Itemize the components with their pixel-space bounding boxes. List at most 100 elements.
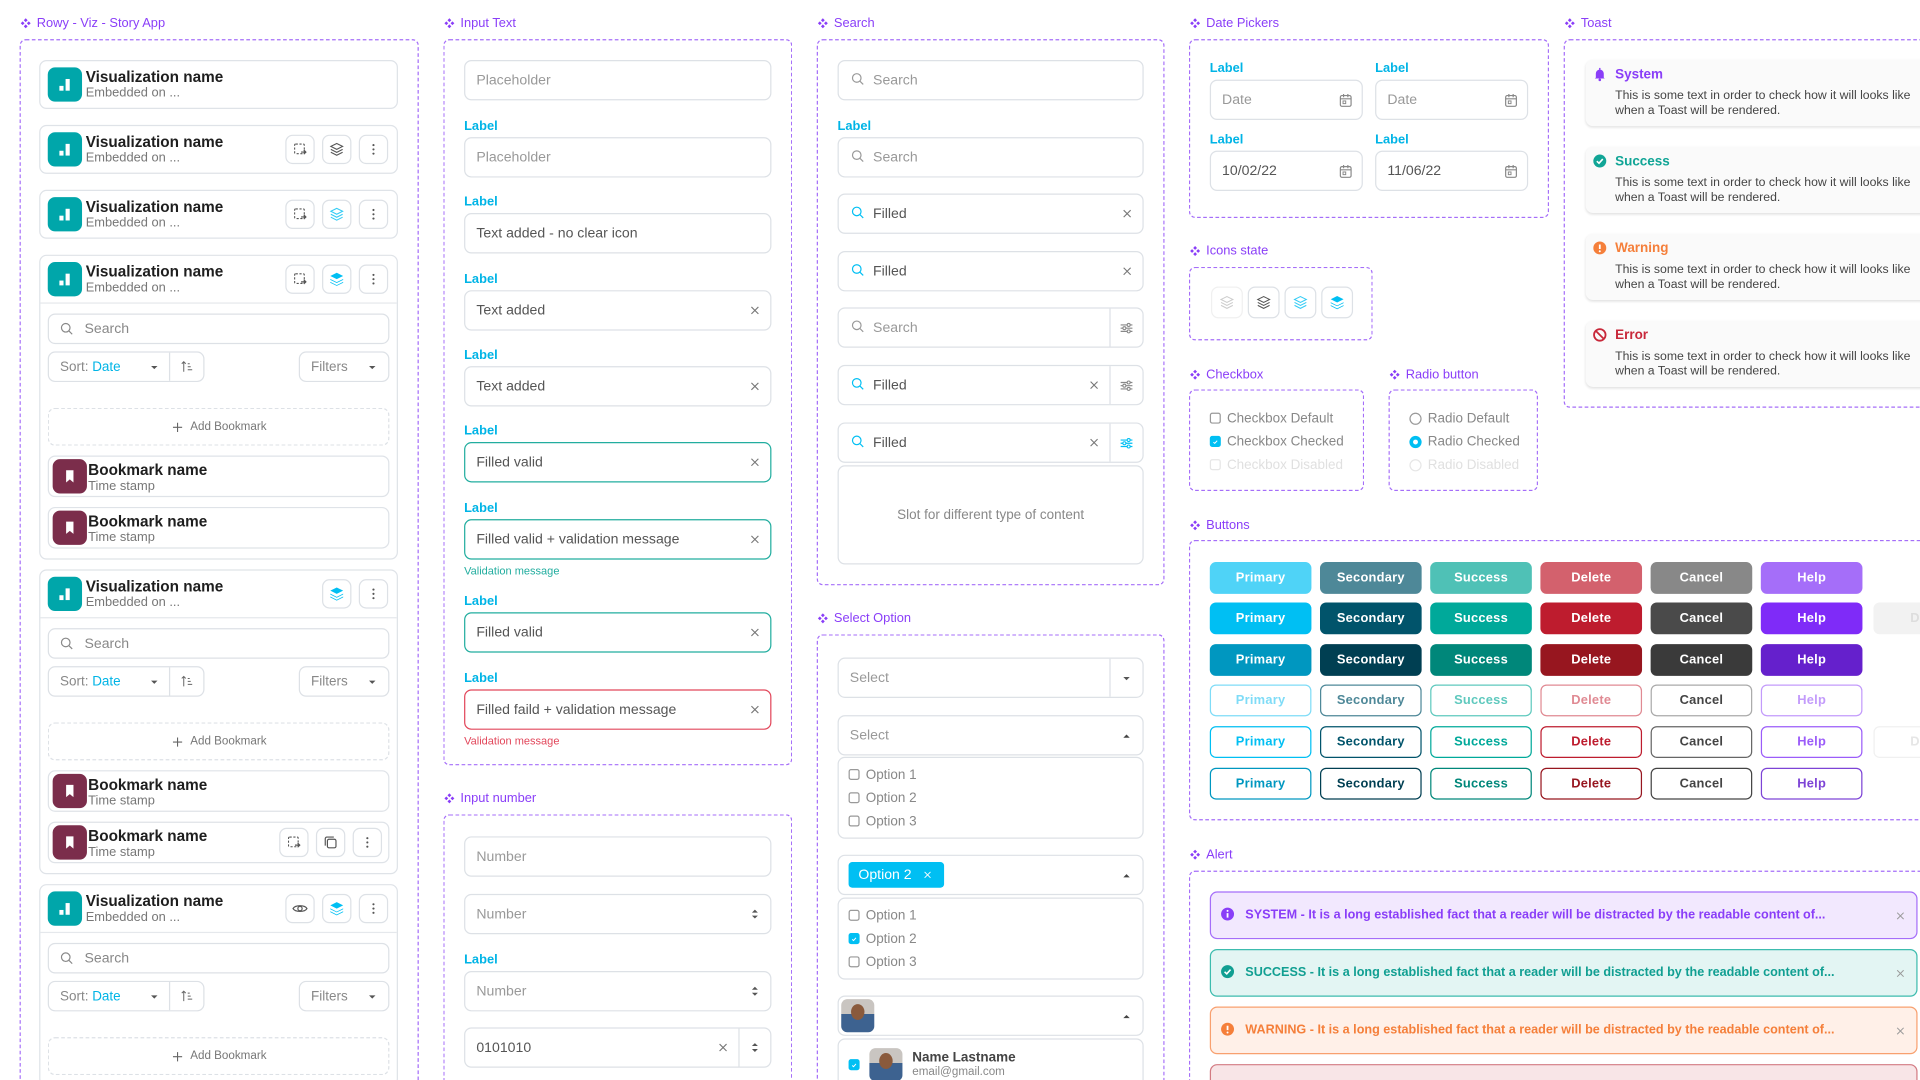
radio[interactable]	[1409, 412, 1422, 425]
card-header[interactable]: Visualization name Embedded on ...	[40, 126, 396, 173]
copy-button[interactable]	[315, 827, 346, 858]
search-input[interactable]: Search	[837, 60, 1144, 101]
number-input[interactable]: 0101010	[464, 1027, 772, 1068]
more-button[interactable]	[358, 134, 389, 165]
number-input[interactable]: Number	[464, 971, 772, 1012]
number-stepper[interactable]	[738, 906, 770, 922]
sort-control[interactable]: Sort: Date	[47, 351, 205, 383]
select-option[interactable]: Option 2	[839, 927, 1143, 950]
primary-button[interactable]: Primary	[1209, 602, 1312, 635]
alert-close-button[interactable]	[1884, 908, 1916, 923]
clear-button[interactable]	[738, 302, 770, 318]
filters-dropdown[interactable]: Filters	[298, 980, 390, 1012]
search-input[interactable]: Filled	[837, 251, 1144, 292]
cancel-outline-button[interactable]: Cancel	[1650, 684, 1753, 717]
add-bookmark-button[interactable]: Add Bookmark	[47, 722, 390, 761]
option-checkbox[interactable]	[848, 768, 860, 781]
card-header[interactable]: Visualization name Embedded on ...	[40, 191, 396, 238]
checkbox[interactable]	[1209, 412, 1221, 424]
search-input[interactable]: Search	[837, 137, 1144, 178]
cancel-outline-button[interactable]: Cancel	[1650, 767, 1753, 800]
text-input[interactable]: Text added	[464, 290, 772, 331]
sort-dropdown[interactable]: Sort: Date	[49, 667, 171, 696]
search-input[interactable]: Search	[837, 307, 1144, 348]
clear-button[interactable]	[738, 531, 770, 547]
sort-control[interactable]: Sort: Date	[47, 666, 205, 697]
primary-button[interactable]: Primary	[1209, 644, 1312, 676]
layers-button[interactable]	[322, 579, 352, 609]
select-option[interactable]: Option 3	[839, 809, 1143, 832]
radio-default[interactable]: Radio Default	[1400, 407, 1509, 430]
sort-order-button[interactable]	[170, 353, 203, 381]
text-input[interactable]: Filled valid + validation message	[464, 519, 772, 560]
swap-button[interactable]	[285, 199, 315, 229]
more-button[interactable]	[358, 893, 389, 924]
visualization-card[interactable]: Visualization name Embedded on ...	[39, 189, 398, 239]
select-option[interactable]: Option 1	[839, 904, 1143, 927]
text-input[interactable]: Filled faild + validation message	[464, 689, 772, 730]
card-header[interactable]: Visualization name Embedded on ...	[40, 256, 396, 303]
sort-order-button[interactable]	[170, 982, 203, 1010]
option-checkbox[interactable]	[848, 815, 860, 827]
card-header[interactable]: Visualization name Embedded on ...	[40, 885, 396, 932]
secondary-button[interactable]: Secondary	[1320, 562, 1422, 594]
text-input[interactable]: Placeholder	[464, 137, 772, 178]
checkbox-checked[interactable]: Checkbox Checked	[1200, 430, 1344, 453]
success-button[interactable]: Success	[1430, 644, 1532, 676]
clear-button[interactable]	[738, 702, 770, 718]
visualization-card[interactable]: Visualization name Embedded on ... Search…	[39, 884, 398, 1080]
date-picker[interactable]: 10/02/22	[1209, 150, 1363, 192]
sort-control[interactable]: Sort: Date	[47, 980, 205, 1012]
option-checkbox[interactable]	[848, 792, 860, 804]
option-checkbox[interactable]	[848, 956, 860, 968]
help-button[interactable]: Help	[1760, 644, 1863, 676]
layers-button[interactable]	[322, 264, 352, 294]
clear-button[interactable]	[738, 624, 770, 640]
filter-button[interactable]	[1109, 308, 1142, 347]
select-option[interactable]: Option 2	[839, 786, 1143, 809]
success-button[interactable]: Success	[1430, 562, 1532, 594]
option-checkbox[interactable]	[848, 1059, 860, 1071]
layers-button[interactable]	[322, 134, 352, 165]
clear-button[interactable]	[1078, 377, 1110, 393]
more-button[interactable]	[358, 199, 389, 229]
help-button[interactable]: Help	[1760, 562, 1863, 594]
filter-button[interactable]	[1109, 423, 1142, 462]
layers-button[interactable]	[322, 893, 352, 924]
select-dropdown[interactable]: Select	[837, 657, 1144, 698]
secondary-outline-button[interactable]: Secondary	[1320, 684, 1422, 717]
bookmark-item[interactable]: Bookmark name Time stamp	[47, 455, 390, 498]
more-button[interactable]	[352, 827, 383, 858]
clear-button[interactable]	[707, 1040, 739, 1056]
search-input[interactable]: Filled	[837, 364, 1144, 406]
eye-button[interactable]	[285, 893, 315, 924]
radio[interactable]	[1409, 435, 1422, 448]
clear-button[interactable]	[1078, 435, 1110, 451]
primary-outline-button[interactable]: Primary	[1209, 767, 1312, 800]
add-bookmark-button[interactable]: Add Bookmark	[47, 407, 390, 446]
add-bookmark-button[interactable]: Add Bookmark	[47, 1037, 390, 1076]
number-input[interactable]: Number	[464, 836, 772, 877]
sort-dropdown[interactable]: Sort: Date	[49, 982, 171, 1011]
clear-button[interactable]	[1111, 206, 1143, 222]
layers-button[interactable]	[1284, 286, 1317, 319]
search-input[interactable]: Filled	[837, 422, 1144, 463]
text-input[interactable]: Text added	[464, 366, 772, 407]
visualization-card[interactable]: Visualization name Embedded on ... Search…	[39, 254, 398, 560]
success-button[interactable]: Success	[1430, 602, 1532, 635]
filters-dropdown[interactable]: Filters	[298, 666, 390, 697]
swap-button[interactable]	[285, 134, 315, 165]
visualization-card[interactable]: Visualization name Embedded on ...	[39, 60, 398, 109]
number-stepper[interactable]	[738, 1028, 770, 1067]
radio-checked[interactable]: Radio Checked	[1400, 430, 1520, 453]
bookmark-item[interactable]: Bookmark name Time stamp	[47, 821, 390, 864]
text-input[interactable]: Filled valid	[464, 612, 772, 653]
layers-button[interactable]	[1247, 286, 1280, 319]
more-button[interactable]	[358, 579, 389, 609]
delete-outline-button[interactable]: Delete	[1540, 767, 1643, 800]
layers-button[interactable]	[1211, 286, 1243, 319]
primary-outline-button[interactable]: Primary	[1209, 684, 1312, 717]
swap-button[interactable]	[279, 827, 309, 858]
option-checkbox[interactable]	[848, 909, 860, 921]
secondary-button[interactable]: Secondary	[1320, 644, 1422, 676]
